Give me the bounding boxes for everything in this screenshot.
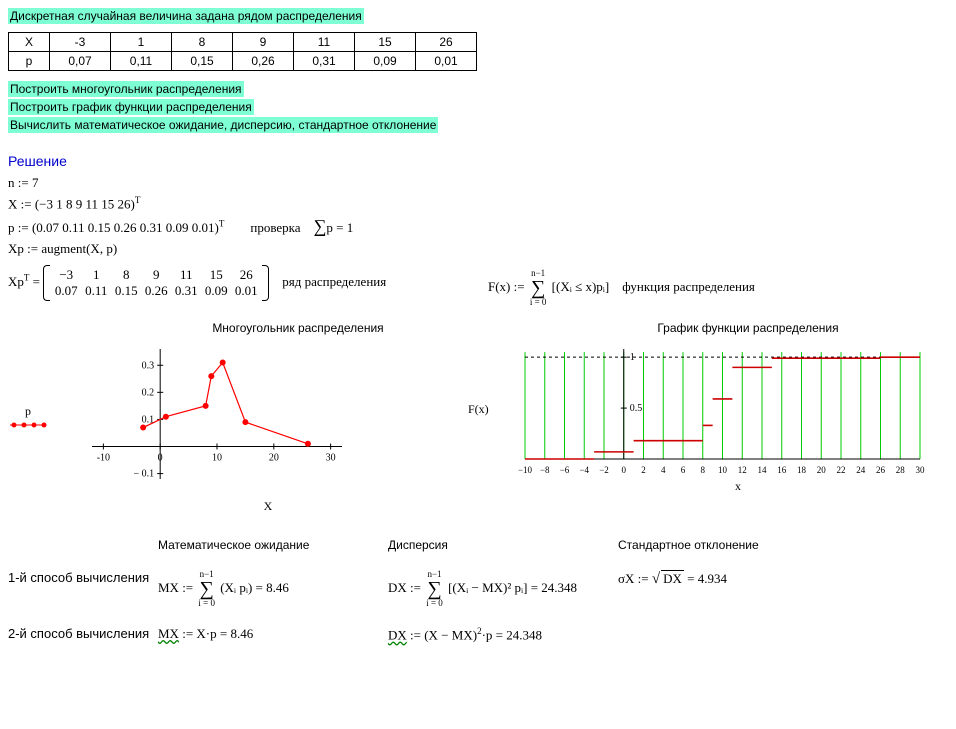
legend-icon — [8, 419, 48, 431]
def-Xp: Xp := augment(X, p) — [8, 241, 956, 257]
row-label-x: X — [9, 33, 50, 52]
cell: 11 — [294, 33, 355, 52]
svg-text:0.3: 0.3 — [142, 361, 155, 372]
table-row: p 0,07 0,11 0,15 0,26 0,31 0,09 0,01 — [9, 52, 477, 71]
row2-label: 2-й способ вычисления — [8, 626, 158, 643]
row-label-p: p — [9, 52, 50, 71]
svg-text:16: 16 — [777, 465, 787, 475]
def-n: n := 7 — [8, 175, 956, 191]
svg-text:-10: -10 — [97, 453, 110, 464]
task-2: Построить график функции распределения — [8, 99, 254, 115]
cell: 0,09 — [355, 52, 416, 71]
cdf-chart-title: График функции распределения — [548, 321, 948, 335]
svg-text:28: 28 — [895, 465, 905, 475]
cell: 0,26 — [233, 52, 294, 71]
cdf-chart: −10−8−6−4−20246810121416182022242628300.… — [495, 339, 925, 479]
def-XpT: XpT = −3189111526 0.070.110.150.260.310.… — [8, 265, 488, 301]
calc-grid: Математическое ожидание Дисперсия Станда… — [8, 538, 956, 643]
svg-text:10: 10 — [212, 453, 222, 464]
task-3: Вычислить математическое ожидание, диспе… — [8, 117, 438, 133]
svg-text:18: 18 — [797, 465, 807, 475]
svg-text:−8: −8 — [540, 465, 550, 475]
cell: 8 — [172, 33, 233, 52]
poly-chart-title: Многоугольник распределения — [128, 321, 468, 335]
hdr-mx: Математическое ожидание — [158, 538, 388, 552]
svg-text:20: 20 — [816, 465, 826, 475]
def-X: X := (−3 1 8 9 11 15 26)T — [8, 195, 956, 212]
dx1: DX := n−1∑i = 0 [(Xᵢ − MX)² pᵢ] = 24.348 — [388, 570, 618, 608]
svg-text:10: 10 — [718, 465, 728, 475]
svg-text:22: 22 — [836, 465, 845, 475]
cell: 1 — [111, 33, 172, 52]
svg-text:4: 4 — [661, 465, 666, 475]
svg-text:12: 12 — [737, 465, 746, 475]
table-row: X -3 1 8 9 11 15 26 — [9, 33, 477, 52]
polygon-chart: -100102030− 0.10.10.20.3 — [52, 339, 352, 499]
svg-text:0.2: 0.2 — [142, 388, 155, 399]
cell: 9 — [233, 33, 294, 52]
heading-given: Дискретная случайная величина задана ряд… — [8, 8, 364, 24]
hdr-dx: Дисперсия — [388, 538, 618, 552]
sx: σX := √DX = 4.934 — [618, 570, 838, 608]
svg-text:− 0.1: − 0.1 — [134, 469, 155, 480]
cell: 15 — [355, 33, 416, 52]
svg-text:30: 30 — [915, 465, 925, 475]
def-p: p := (0.07 0.11 0.15 0.26 0.31 0.09 0.01… — [8, 216, 956, 237]
task-1: Построить многоугольник распределения — [8, 81, 244, 97]
svg-text:8: 8 — [700, 465, 705, 475]
cell: 0,01 — [416, 52, 477, 71]
mx1: MX := n−1∑i = 0 (Xᵢ pᵢ) = 8.46 — [158, 570, 388, 608]
svg-text:0: 0 — [621, 465, 626, 475]
distribution-table: X -3 1 8 9 11 15 26 p 0,07 0,11 0,15 0,2… — [8, 32, 477, 71]
svg-text:26: 26 — [876, 465, 886, 475]
svg-text:14: 14 — [757, 465, 767, 475]
cdf-ylabel: F(x) — [468, 402, 489, 417]
svg-text:2: 2 — [641, 465, 646, 475]
svg-text:−2: −2 — [599, 465, 609, 475]
svg-text:0: 0 — [158, 453, 163, 464]
svg-text:−6: −6 — [559, 465, 569, 475]
cdf-xlabel: x — [528, 479, 948, 494]
poly-xlabel: X — [68, 499, 468, 514]
hdr-sx: Стандартное отклонение — [618, 538, 838, 552]
solution-heading: Решение — [8, 153, 956, 169]
svg-text:20: 20 — [269, 453, 279, 464]
mx2: MX := X·p = 8.46 — [158, 626, 388, 643]
row1-label: 1-й способ вычисления — [8, 570, 158, 608]
def-F: F(x) := n−1∑i = 0 [(Xᵢ ≤ x)pᵢ] функция р… — [488, 269, 928, 307]
svg-text:24: 24 — [856, 465, 866, 475]
svg-text:6: 6 — [680, 465, 685, 475]
svg-text:1: 1 — [629, 353, 634, 364]
svg-text:30: 30 — [326, 453, 336, 464]
svg-text:−10: −10 — [518, 465, 533, 475]
cell: 0,31 — [294, 52, 355, 71]
cell: 26 — [416, 33, 477, 52]
dx2: DX := (X − MX)2·p = 24.348 — [388, 626, 618, 643]
cell: 0,15 — [172, 52, 233, 71]
svg-text:−4: −4 — [579, 465, 589, 475]
cell: 0,11 — [111, 52, 172, 71]
poly-ylabel: p — [8, 404, 48, 419]
cell: -3 — [50, 33, 111, 52]
svg-text:0.5: 0.5 — [629, 403, 642, 414]
cell: 0,07 — [50, 52, 111, 71]
check-label: проверка — [250, 220, 300, 235]
